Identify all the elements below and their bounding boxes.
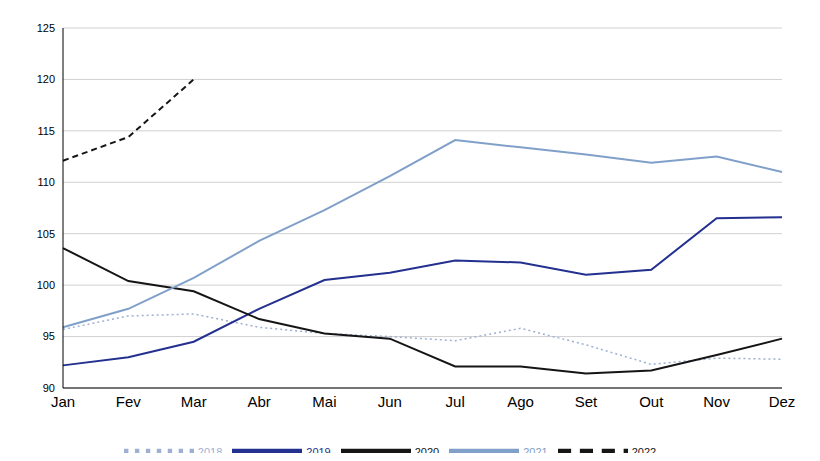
svg-text:Mai: Mai <box>312 393 336 410</box>
html-text:2019: 2019 <box>306 445 331 458</box>
svg-text:Mar: Mar <box>181 393 207 410</box>
svg-text:120: 120 <box>37 73 55 85</box>
html-text:2022: 2022 <box>631 445 657 458</box>
svg-text:Ago: Ago <box>507 393 534 410</box>
svg-text:90: 90 <box>43 382 55 394</box>
svg-text:Jun: Jun <box>378 393 402 410</box>
svg-text:Jan: Jan <box>51 393 75 410</box>
svg-text:Out: Out <box>639 393 664 410</box>
svg-text:Fev: Fev <box>116 393 142 410</box>
svg-text:95: 95 <box>43 330 55 342</box>
svg-text:110: 110 <box>37 176 55 188</box>
html-text:2020: 2020 <box>414 445 440 458</box>
html-text:2021: 2021 <box>523 445 548 458</box>
svg-text:Nov: Nov <box>703 393 730 410</box>
svg-text:Abr: Abr <box>247 393 270 410</box>
svg-text:115: 115 <box>37 125 55 137</box>
svg-text:100: 100 <box>37 279 55 291</box>
svg-text:125: 125 <box>37 22 55 34</box>
svg-text:Jul: Jul <box>446 393 465 410</box>
svg-text:105: 105 <box>37 228 55 240</box>
svg-text:Dez: Dez <box>769 393 796 410</box>
html-text:2018: 2018 <box>197 445 223 458</box>
svg-text:Set: Set <box>575 393 598 410</box>
